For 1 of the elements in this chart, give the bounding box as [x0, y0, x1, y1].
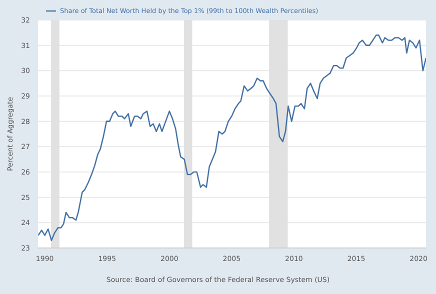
line-series	[38, 34, 426, 242]
